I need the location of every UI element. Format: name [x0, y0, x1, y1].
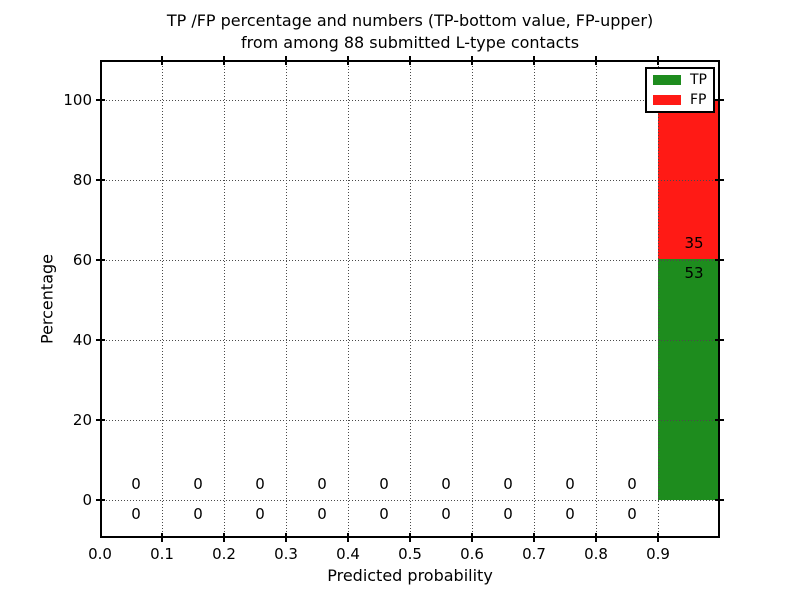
x-tick-label-0.3: 0.3 — [274, 545, 298, 563]
y-tick-right-40 — [715, 339, 724, 341]
y-tick-label-100: 100 — [63, 91, 92, 109]
y-tick-left-60 — [96, 259, 105, 261]
x-tick-top-0.4 — [347, 56, 349, 65]
tp-count-label-bin1: 0 — [193, 505, 203, 523]
fp-count-label-bin6: 0 — [503, 475, 513, 493]
x-tick-bottom-0.2 — [223, 533, 225, 542]
x-gridline-0.3 — [286, 60, 287, 538]
tp-count-label-bin7: 0 — [565, 505, 575, 523]
x-tick-top-0.8 — [595, 56, 597, 65]
x-tick-label-0.8: 0.8 — [584, 545, 608, 563]
x-tick-label-0.7: 0.7 — [522, 545, 546, 563]
x-tick-label-0.5: 0.5 — [398, 545, 422, 563]
x-tick-top-0.9 — [657, 56, 659, 65]
x-tick-bottom-0.5 — [409, 533, 411, 542]
tp-bar-bin9 — [658, 259, 720, 500]
x-tick-bottom-0.9 — [657, 533, 659, 542]
y-tick-right-20 — [715, 419, 724, 421]
x-gridline-0.5 — [410, 60, 411, 538]
y-tick-label-40: 40 — [72, 331, 92, 349]
x-tick-label-0.6: 0.6 — [460, 545, 484, 563]
tp-count-label-bin4: 0 — [379, 505, 389, 523]
x-tick-top-0.1 — [161, 56, 163, 65]
y-tick-left-20 — [96, 419, 105, 421]
fp-count-label-bin8: 0 — [627, 475, 637, 493]
chart-title-line1: TP /FP percentage and numbers (TP-bottom… — [166, 11, 654, 30]
fp-count-label-bin9: 35 — [684, 234, 704, 252]
y-tick-label-60: 60 — [72, 251, 92, 269]
plot-area: 0 0 0 0 0 0 0 0 0 0 0 0 0 0 0 0 0 0 35 53 — [100, 60, 720, 538]
x-gridline-0.9 — [658, 60, 659, 538]
y-tick-right-60 — [715, 259, 724, 261]
y-tick-left-0 — [96, 499, 105, 501]
x-tick-bottom-0.6 — [471, 533, 473, 542]
x-gridline-0.7 — [534, 60, 535, 538]
x-tick-top-0.2 — [223, 56, 225, 65]
x-tick-label-0.0: 0.0 — [88, 545, 112, 563]
legend-label-fp: FP — [690, 92, 707, 108]
y-tick-right-80 — [715, 179, 724, 181]
y-tick-right-100 — [715, 99, 724, 101]
tp-count-label-bin6: 0 — [503, 505, 513, 523]
x-tick-bottom-0.4 — [347, 533, 349, 542]
legend-item-fp: FP — [653, 90, 713, 110]
x-tick-bottom-0.7 — [533, 533, 535, 542]
tp-count-label-bin3: 0 — [317, 505, 327, 523]
fp-count-label-bin1: 0 — [193, 475, 203, 493]
y-tick-right-0 — [715, 499, 724, 501]
x-tick-top-0.5 — [409, 56, 411, 65]
chart-title: TP /FP percentage and numbers (TP-bottom… — [100, 10, 720, 54]
tp-count-label-bin9: 53 — [684, 264, 704, 282]
fp-legend-swatch — [653, 95, 681, 105]
x-gridline-0.8 — [596, 60, 597, 538]
x-tick-top-0.7 — [533, 56, 535, 65]
x-tick-label-0.2: 0.2 — [212, 545, 236, 563]
fp-bar-bin9 — [658, 100, 720, 259]
tp-legend-swatch — [653, 75, 681, 85]
x-tick-bottom-0.3 — [285, 533, 287, 542]
x-tick-label-0.4: 0.4 — [336, 545, 360, 563]
tp-count-label-bin5: 0 — [441, 505, 451, 523]
x-gridline-0.4 — [348, 60, 349, 538]
x-tick-label-0.1: 0.1 — [150, 545, 174, 563]
legend-label-tp: TP — [690, 72, 707, 88]
x-tick-bottom-0.8 — [595, 533, 597, 542]
tp-count-label-bin2: 0 — [255, 505, 265, 523]
tp-count-label-bin8: 0 — [627, 505, 637, 523]
x-gridline-0.1 — [162, 60, 163, 538]
y-tick-label-80: 80 — [72, 171, 92, 189]
fp-count-label-bin7: 0 — [565, 475, 575, 493]
fp-count-label-bin0: 0 — [131, 475, 141, 493]
y-tick-left-80 — [96, 179, 105, 181]
fp-count-label-bin4: 0 — [379, 475, 389, 493]
fp-count-label-bin5: 0 — [441, 475, 451, 493]
x-tick-bottom-0.1 — [161, 533, 163, 542]
tp-count-label-bin0: 0 — [131, 505, 141, 523]
x-axis-label: Predicted probability — [327, 566, 493, 585]
y-tick-left-40 — [96, 339, 105, 341]
legend-item-tp: TP — [653, 70, 713, 90]
fp-count-label-bin3: 0 — [317, 475, 327, 493]
x-tick-top-0.3 — [285, 56, 287, 65]
y-tick-label-20: 20 — [72, 411, 92, 429]
y-tick-left-100 — [96, 99, 105, 101]
x-gridline-0.2 — [224, 60, 225, 538]
chart-title-line2: from among 88 submitted L-type contacts — [240, 33, 580, 52]
x-gridline-0.6 — [472, 60, 473, 538]
x-tick-top-0.6 — [471, 56, 473, 65]
fp-count-label-bin2: 0 — [255, 475, 265, 493]
y-tick-label-0: 0 — [82, 491, 92, 509]
legend: TP FP — [645, 67, 715, 113]
x-tick-label-0.9: 0.9 — [646, 545, 670, 563]
